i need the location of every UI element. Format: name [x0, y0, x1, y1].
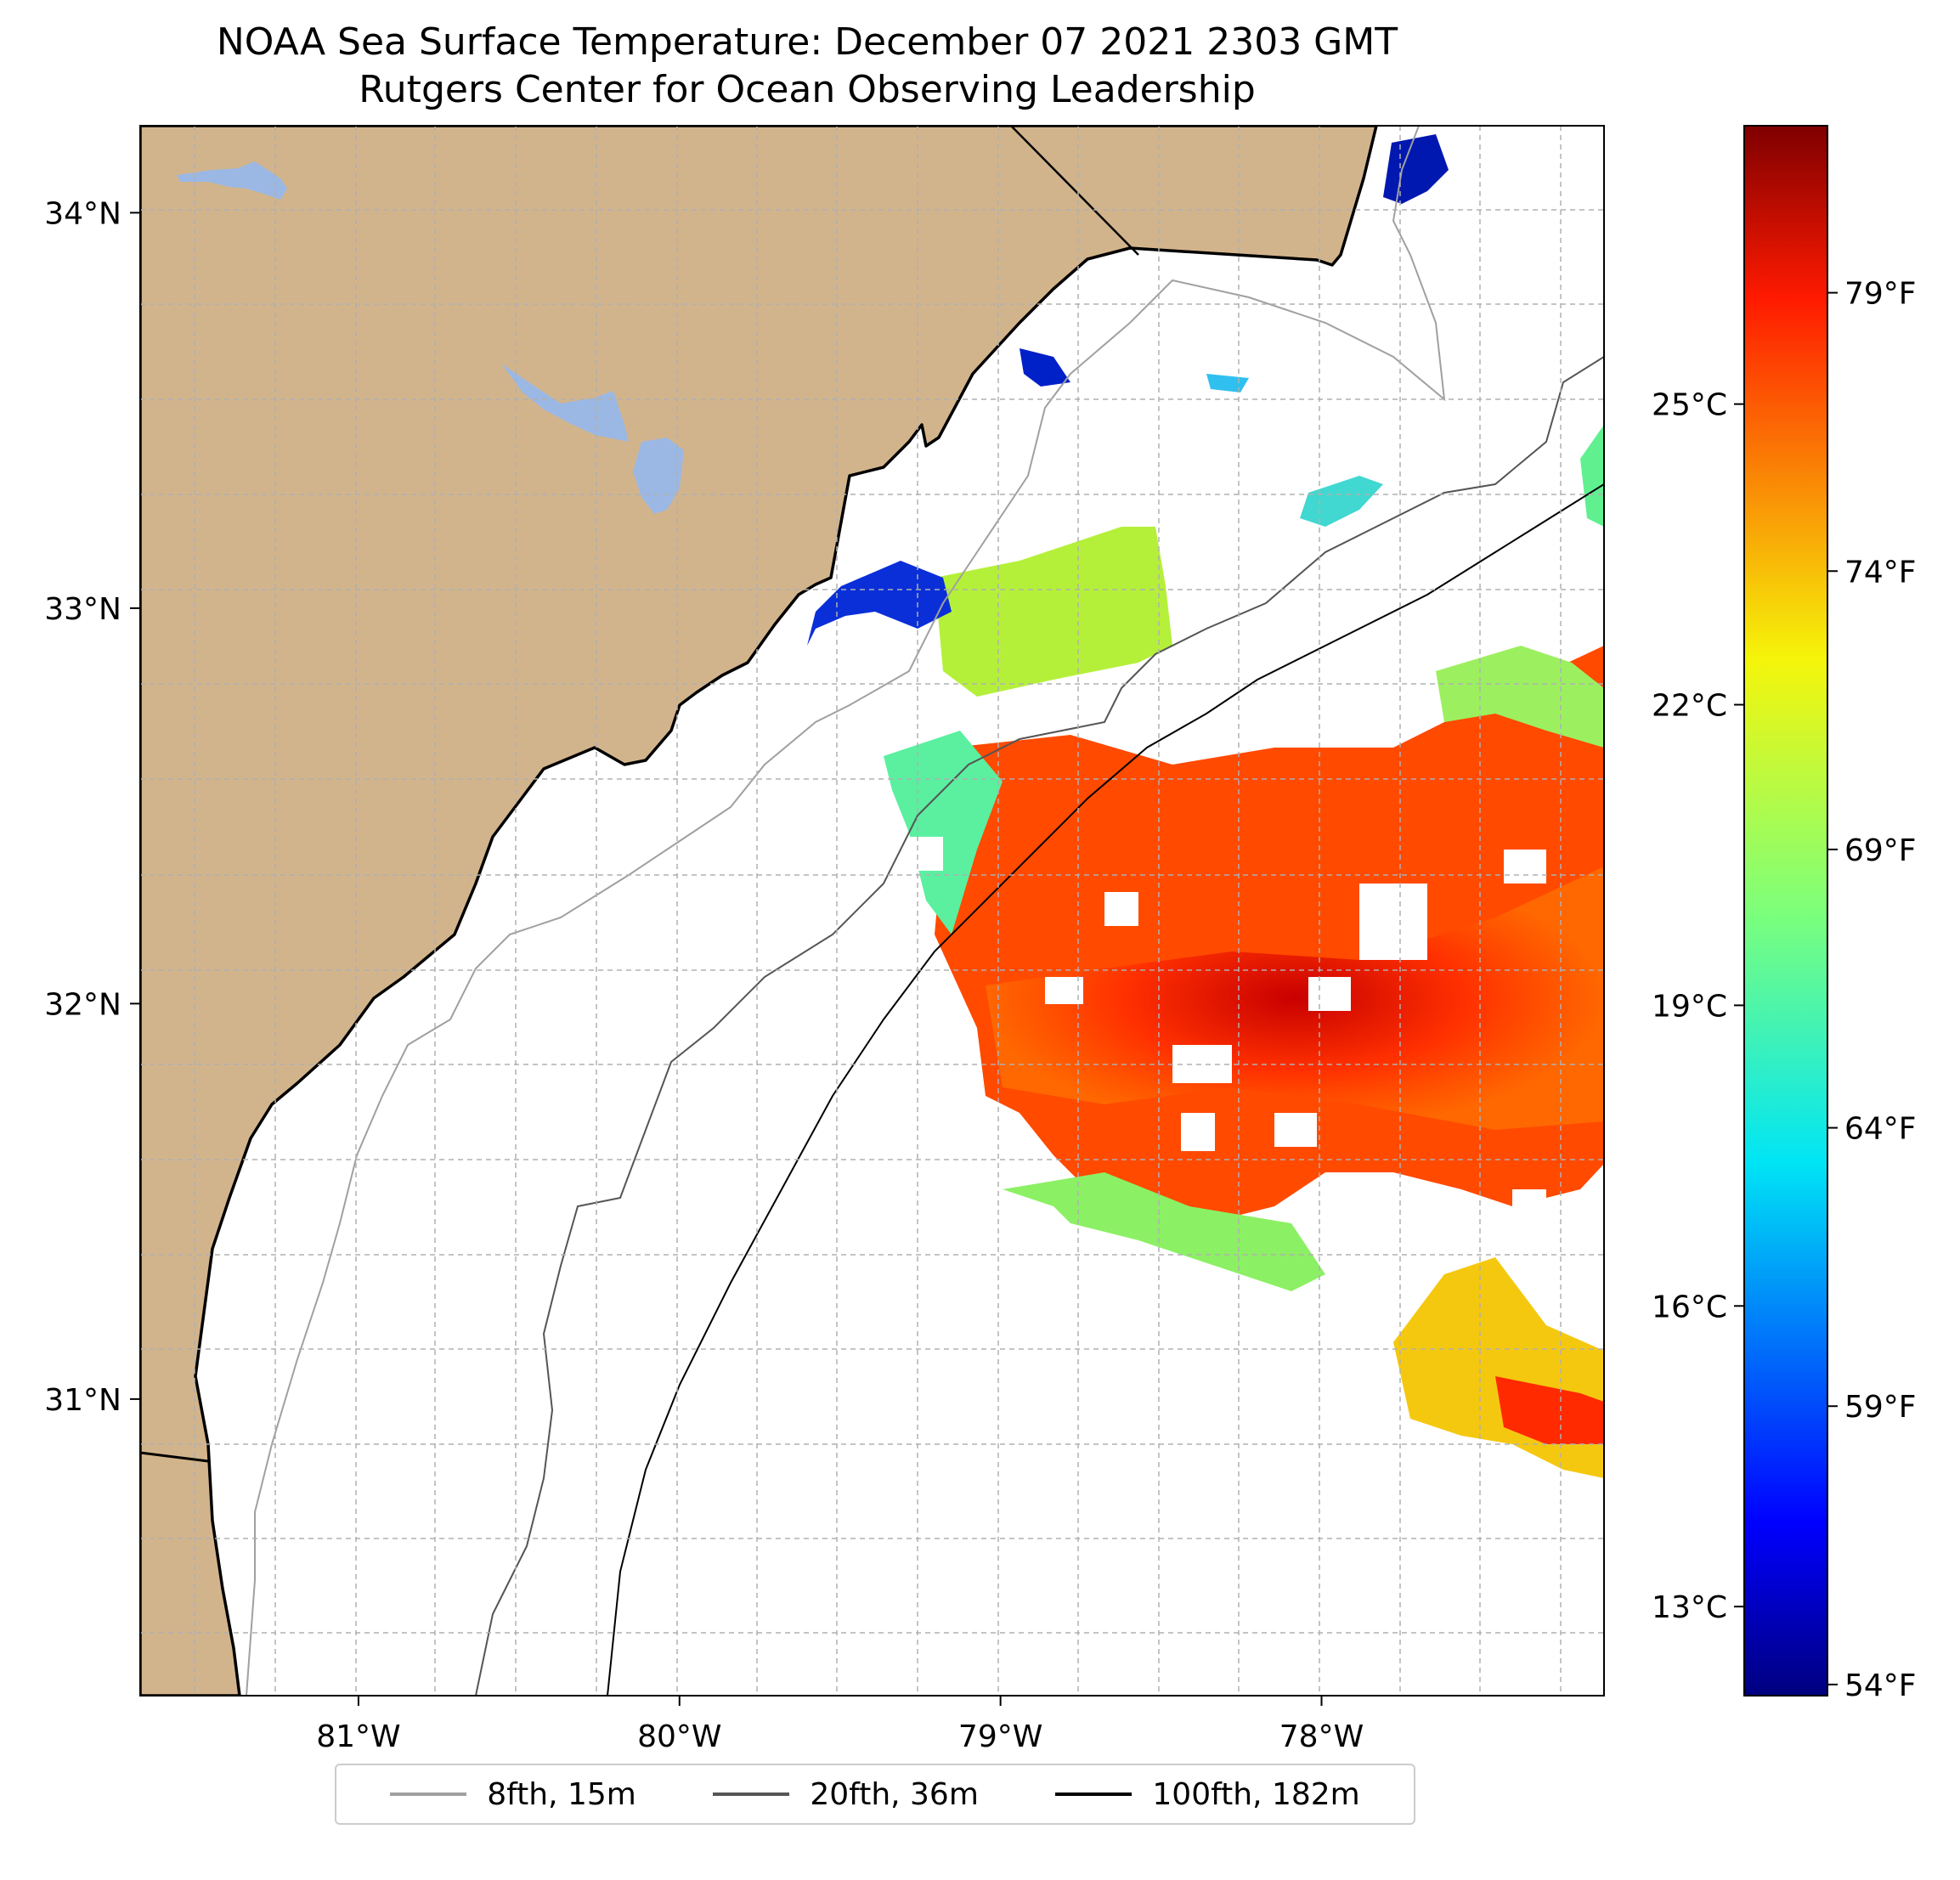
legend-item-8fth: 8fth, 15m: [390, 1777, 636, 1812]
x-tick-label: 81°W: [316, 1719, 400, 1754]
map-title: NOAA Sea Surface Temperature: December 0…: [0, 19, 1614, 114]
sst-southern-green: [1003, 1172, 1325, 1291]
x-axis: 81°W 80°W 79°W 78°W: [316, 1696, 1364, 1754]
legend-label-8fth: 8fth, 15m: [487, 1776, 636, 1812]
fahrenheit-tick-label: 79°F: [1844, 277, 1917, 312]
x-tick-label: 79°W: [958, 1719, 1042, 1754]
sst-east-green: [1436, 646, 1604, 748]
cloud-gaps: [909, 837, 1546, 1223]
celsius-tick-label: 25°C: [1652, 388, 1727, 423]
sst-offshore-cyan: [884, 731, 1003, 934]
colorbar: [1743, 125, 1828, 1697]
contour-8fth: [246, 126, 1446, 1696]
x-tick-label: 78°W: [1279, 1719, 1364, 1754]
legend-swatch-8fth: [390, 1792, 467, 1796]
fahrenheit-tick-label: 74°F: [1844, 555, 1917, 590]
sst-edge-green: [1580, 425, 1604, 527]
y-tick-label: 34°N: [44, 196, 121, 231]
y-axis: 34°N 33°N 32°N 31°N: [44, 196, 140, 1418]
title-line-2: Rutgers Center for Ocean Observing Leade…: [359, 68, 1256, 111]
celsius-tick-label: 16°C: [1652, 1290, 1727, 1324]
map-frame: [139, 125, 1605, 1697]
colorbar-celsius-axis: 25°C 22°C 19°C 16°C 13°C: [1652, 388, 1744, 1625]
sst-southeast-red: [1495, 1376, 1604, 1444]
colorbar-fahrenheit-axis: 79°F 74°F 69°F 64°F 59°F 54°F: [1827, 277, 1917, 1703]
state-boundary: [1010, 126, 1139, 256]
lake-marion: [501, 364, 629, 442]
land: [140, 126, 1378, 1696]
legend-label-20fth: 20fth, 36m: [810, 1776, 979, 1812]
celsius-tick-label: 22°C: [1652, 689, 1727, 724]
sst-northwest-green: [935, 527, 1172, 697]
x-tick-label: 80°W: [637, 1719, 721, 1754]
legend-swatch-20fth: [713, 1792, 790, 1796]
title-line-1: NOAA Sea Surface Temperature: December 0…: [216, 20, 1398, 64]
gridlines: [140, 126, 1604, 1696]
lake-north: [177, 161, 287, 200]
map-area: [140, 126, 1604, 1696]
legend-swatch-100fth: [1055, 1792, 1133, 1796]
fahrenheit-tick-label: 69°F: [1844, 833, 1917, 868]
y-tick-label: 32°N: [44, 987, 121, 1022]
state-boundary-west: [140, 1451, 209, 1463]
sst-coastal-blue: [807, 561, 952, 646]
sst-north-blob-blue: [1020, 348, 1070, 387]
legend-item-20fth: 20fth, 36m: [713, 1777, 979, 1812]
fahrenheit-tick-label: 54°F: [1844, 1668, 1917, 1703]
fahrenheit-tick-label: 59°F: [1844, 1390, 1917, 1425]
contour-20fth: [475, 356, 1604, 1696]
y-tick-label: 31°N: [44, 1383, 121, 1418]
celsius-tick-label: 19°C: [1652, 989, 1727, 1024]
fahrenheit-tick-label: 64°F: [1844, 1112, 1917, 1147]
legend-item-100fth: 100fth, 182m: [1055, 1776, 1360, 1812]
celsius-tick-label: 13°C: [1652, 1590, 1727, 1625]
sst-east-patch: [1300, 476, 1383, 527]
legend-label-100fth: 100fth, 182m: [1152, 1776, 1360, 1812]
y-tick-label: 33°N: [44, 592, 121, 627]
contour-legend: 8fth, 15m 20fth, 36m 100fth, 182m: [335, 1764, 1415, 1825]
